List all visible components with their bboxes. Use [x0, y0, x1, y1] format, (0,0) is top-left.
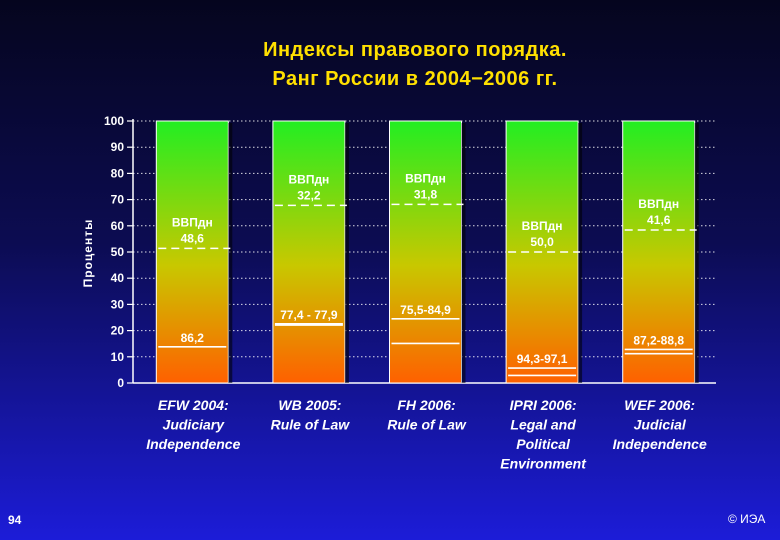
gdp-label-1-line-2: 48,6: [181, 231, 205, 245]
gdp-label-3-line-2: 31,8: [414, 187, 438, 201]
category-label-4-line-2: Legal and: [510, 417, 576, 433]
bar-group-1: 86,2 ВВПдн 48,6: [155, 120, 233, 384]
y-axis-label: Проценты: [81, 219, 95, 288]
bar-group-4: 94,3-97,1 ВВПдн 50,0: [505, 120, 583, 384]
bar-3: [389, 120, 462, 384]
y-tick-label-60: 60: [111, 219, 125, 233]
category-label-1-line-2: Judiciary: [163, 417, 226, 433]
y-axis: 0 10 20 30 40 50 60 70 80 90 100: [104, 114, 716, 390]
y-tick-label-90: 90: [111, 140, 125, 154]
gdp-label-5-line-1: ВВПдн: [638, 197, 679, 211]
category-label-3-line-2: Rule of Law: [387, 417, 467, 433]
page-number: 94: [8, 513, 22, 527]
y-tick-label-50: 50: [111, 245, 125, 259]
category-label-2-line-2: Rule of Law: [271, 417, 351, 433]
gdp-label-4-line-2: 50,0: [530, 235, 554, 249]
russia-label-4: 94,3-97,1: [517, 352, 568, 366]
gdp-label-2-line-2: 32,2: [297, 188, 321, 202]
bars: 86,2 ВВПдн 48,6 77,4 - 77,9 ВВПдн 32,2 75,5-84…: [155, 120, 699, 384]
bar-group-3: 75,5-84,9 ВВПдн 31,8: [389, 120, 466, 384]
category-label-4-line-3: Political: [516, 436, 571, 452]
bar-shadow-4: [578, 123, 583, 383]
category-label-1-line-3: Independence: [146, 436, 240, 452]
category-label-5-line-1: WEF 2006:: [624, 397, 695, 413]
bar-group-2: 77,4 - 77,9 ВВПдн 32,2: [272, 120, 349, 384]
russia-label-3: 75,5-84,9: [400, 303, 451, 317]
bar-2: [272, 120, 346, 384]
y-tick-label-70: 70: [111, 193, 125, 207]
gdp-label-5-line-2: 41,6: [647, 213, 671, 227]
y-tick-label-30: 30: [111, 297, 125, 311]
bar-5: [622, 120, 696, 384]
y-tick-label-100: 100: [104, 114, 124, 128]
russia-label-1: 86,2: [181, 331, 205, 345]
bar-group-5: 87,2-88,8 ВВПдн 41,6: [622, 120, 699, 384]
category-label-2-line-1: WB 2005:: [278, 397, 341, 413]
gdp-label-4-line-1: ВВПдн: [522, 219, 563, 233]
y-tick-label-20: 20: [111, 324, 125, 338]
category-label-1-line-1: EFW 2004:: [158, 397, 229, 413]
bar-shadow-3: [461, 123, 466, 383]
chart-title-line-1: Индексы правового порядка.: [263, 39, 567, 61]
category-label-5-line-3: Independence: [613, 436, 707, 452]
copyright-notice: © ИЭА: [728, 512, 766, 526]
russia-label-5: 87,2-88,8: [633, 333, 684, 347]
y-tick-label-80: 80: [111, 166, 125, 180]
gdp-label-1-line-1: ВВПдн: [172, 215, 213, 229]
bar-shadow-1: [228, 123, 233, 383]
y-tick-label-0: 0: [117, 376, 124, 390]
y-tick-label-10: 10: [111, 350, 125, 364]
bar-shadow-5: [694, 123, 699, 383]
chart-title-line-2: Ранг России в 2004−2006 гг.: [272, 68, 558, 90]
category-label-5-line-2: Judicial: [634, 417, 687, 433]
category-label-4-line-1: IPRI 2006:: [510, 397, 577, 413]
bar-shadow-2: [344, 123, 349, 383]
russia-label-2: 77,4 - 77,9: [280, 308, 338, 322]
bar-1: [155, 120, 229, 384]
category-label-3-line-1: FH 2006:: [397, 397, 455, 413]
category-labels: EFW 2004: Judiciary Independence WB 2005: Ru…: [146, 397, 707, 472]
y-tick-label-40: 40: [111, 271, 125, 285]
gdp-label-3-line-1: ВВПдн: [405, 171, 446, 185]
category-label-4-line-4: Environment: [500, 456, 587, 472]
gdp-label-2-line-1: ВВПдн: [288, 172, 329, 186]
